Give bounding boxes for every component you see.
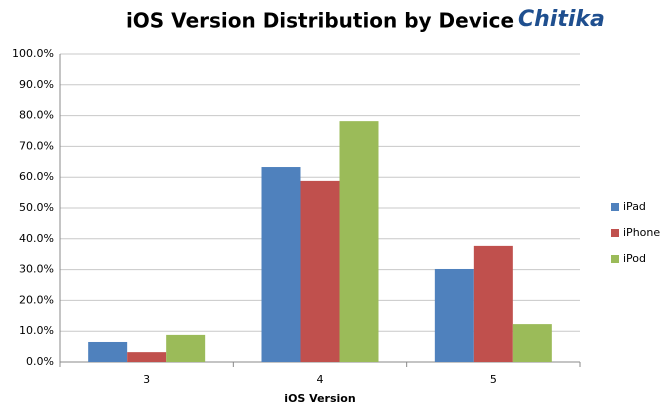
- y-tick-label: 40.0%: [19, 232, 54, 245]
- legend-label: iPhone: [623, 226, 660, 239]
- bar: [88, 341, 128, 362]
- legend-swatch: [611, 229, 619, 237]
- bar: [127, 352, 167, 362]
- y-tick-label: 10.0%: [19, 324, 54, 337]
- bar: [512, 324, 552, 362]
- y-tick-label: 50.0%: [19, 201, 54, 214]
- legend-swatch: [611, 255, 619, 263]
- bar: [434, 268, 474, 362]
- y-tick-label: 0.0%: [26, 355, 54, 368]
- legend-label: iPod: [623, 252, 646, 265]
- y-tick-label: 80.0%: [19, 109, 54, 122]
- y-tick-label: 60.0%: [19, 170, 54, 183]
- bar: [261, 167, 301, 362]
- bar: [473, 245, 513, 362]
- bar: [300, 180, 340, 362]
- x-axis-label: iOS Version: [284, 392, 355, 405]
- y-tick-label: 100.0%: [12, 47, 54, 60]
- x-tick-label: 4: [317, 373, 324, 386]
- y-tick-label: 90.0%: [19, 78, 54, 91]
- legend-swatch: [611, 203, 619, 211]
- x-tick-label: 5: [490, 373, 497, 386]
- y-tick-label: 70.0%: [19, 139, 54, 152]
- bar: [339, 121, 379, 362]
- y-tick-label: 30.0%: [19, 263, 54, 276]
- legend-label: iPad: [623, 200, 646, 213]
- logo: Chitika: [518, 7, 605, 32]
- y-tick-label: 20.0%: [19, 293, 54, 306]
- chart-title: iOS Version Distribution by Device: [126, 9, 514, 33]
- x-tick-label: 3: [143, 373, 150, 386]
- bar: [166, 334, 206, 362]
